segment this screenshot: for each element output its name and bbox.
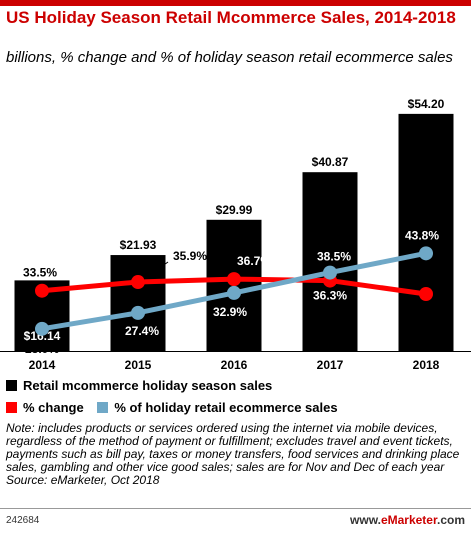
- x-tick-label-2016: 2016: [221, 358, 248, 372]
- bar-value-label-2014: $16.14: [24, 329, 61, 343]
- brand-main: eMarketer: [380, 513, 437, 527]
- bar-value-label-2017: $40.87: [312, 155, 349, 169]
- chart-title: US Holiday Season Retail Mcommerce Sales…: [6, 8, 456, 27]
- change-label-2016: 36.7%: [237, 254, 271, 268]
- bar-2018: [398, 113, 454, 351]
- source-text: Source: eMarketer, Oct 2018: [6, 473, 160, 487]
- bar-2017: [302, 172, 358, 351]
- change-label-2014: 33.5%: [23, 266, 57, 280]
- share-point-2016: [227, 285, 241, 300]
- legend-swatch-change: [6, 402, 17, 413]
- top-accent-bar: [0, 0, 471, 6]
- legend-row-1: Retail mcommerce holiday season sales: [6, 378, 466, 394]
- share-label-2017: 38.5%: [317, 250, 351, 264]
- chart-id: 242684: [6, 515, 40, 526]
- note-text: Note: includes products or services orde…: [6, 421, 460, 474]
- x-tick-label-2015: 2015: [125, 358, 152, 372]
- share-label-2018: 43.8%: [405, 228, 439, 242]
- legend-swatch-share: [97, 402, 109, 413]
- change-point-2016: [227, 272, 241, 287]
- chart-plot-area: 2014 2015 2016 2017 2018 $16.14 $21.93 $29.99 $4…: [0, 97, 471, 372]
- change-label-2015: 35.9%: [173, 249, 207, 263]
- brand-prefix: www.: [350, 513, 381, 527]
- x-tick-label-2014: 2014: [29, 358, 56, 372]
- change-point-2015: [131, 275, 145, 290]
- share-label-2014: 23.0%: [25, 342, 59, 356]
- share-point-2017: [323, 265, 337, 280]
- legend-item-share: % of holiday retail ecommerce sales: [97, 400, 338, 416]
- x-tick-label-2017: 2017: [317, 358, 344, 372]
- legend-row-2: % change % of holiday retail ecommerce s…: [6, 400, 466, 416]
- share-point-2014: [35, 321, 49, 336]
- brand-suffix: .com: [436, 513, 465, 527]
- share-label-2016: 32.9%: [213, 305, 247, 319]
- legend-swatch-sales: [6, 380, 17, 391]
- footer-divider: [0, 508, 471, 509]
- chart-subtitle: billions, % change and % of holiday seas…: [6, 49, 453, 66]
- chart-note: Note: includes products or services orde…: [6, 422, 468, 487]
- brand-logo: www.eMarketer.com: [350, 513, 465, 527]
- bar-value-label-2018: $54.20: [408, 97, 445, 111]
- legend-item-change: % change: [6, 400, 84, 416]
- change-label-leader-2015: [143, 261, 169, 280]
- change-label-2017: 36.3%: [313, 289, 347, 303]
- legend-label-share: % of holiday retail ecommerce sales: [114, 400, 338, 415]
- share-label-2015: 27.4%: [125, 324, 159, 338]
- legend-label-sales: Retail mcommerce holiday season sales: [23, 378, 273, 393]
- share-point-2015: [131, 305, 145, 320]
- bar-value-label-2016: $29.99: [216, 203, 253, 217]
- legend-label-change: % change: [23, 400, 84, 415]
- change-point-2014: [35, 283, 49, 298]
- x-tick-label-2018: 2018: [413, 358, 440, 372]
- change-point-2018: [419, 286, 433, 301]
- share-point-2018: [419, 246, 433, 261]
- legend-item-sales: Retail mcommerce holiday season sales: [6, 378, 272, 394]
- bar-value-label-2015: $21.93: [120, 238, 157, 252]
- bar-2015: [110, 255, 166, 351]
- change-label-2018: 32.6%: [407, 307, 441, 321]
